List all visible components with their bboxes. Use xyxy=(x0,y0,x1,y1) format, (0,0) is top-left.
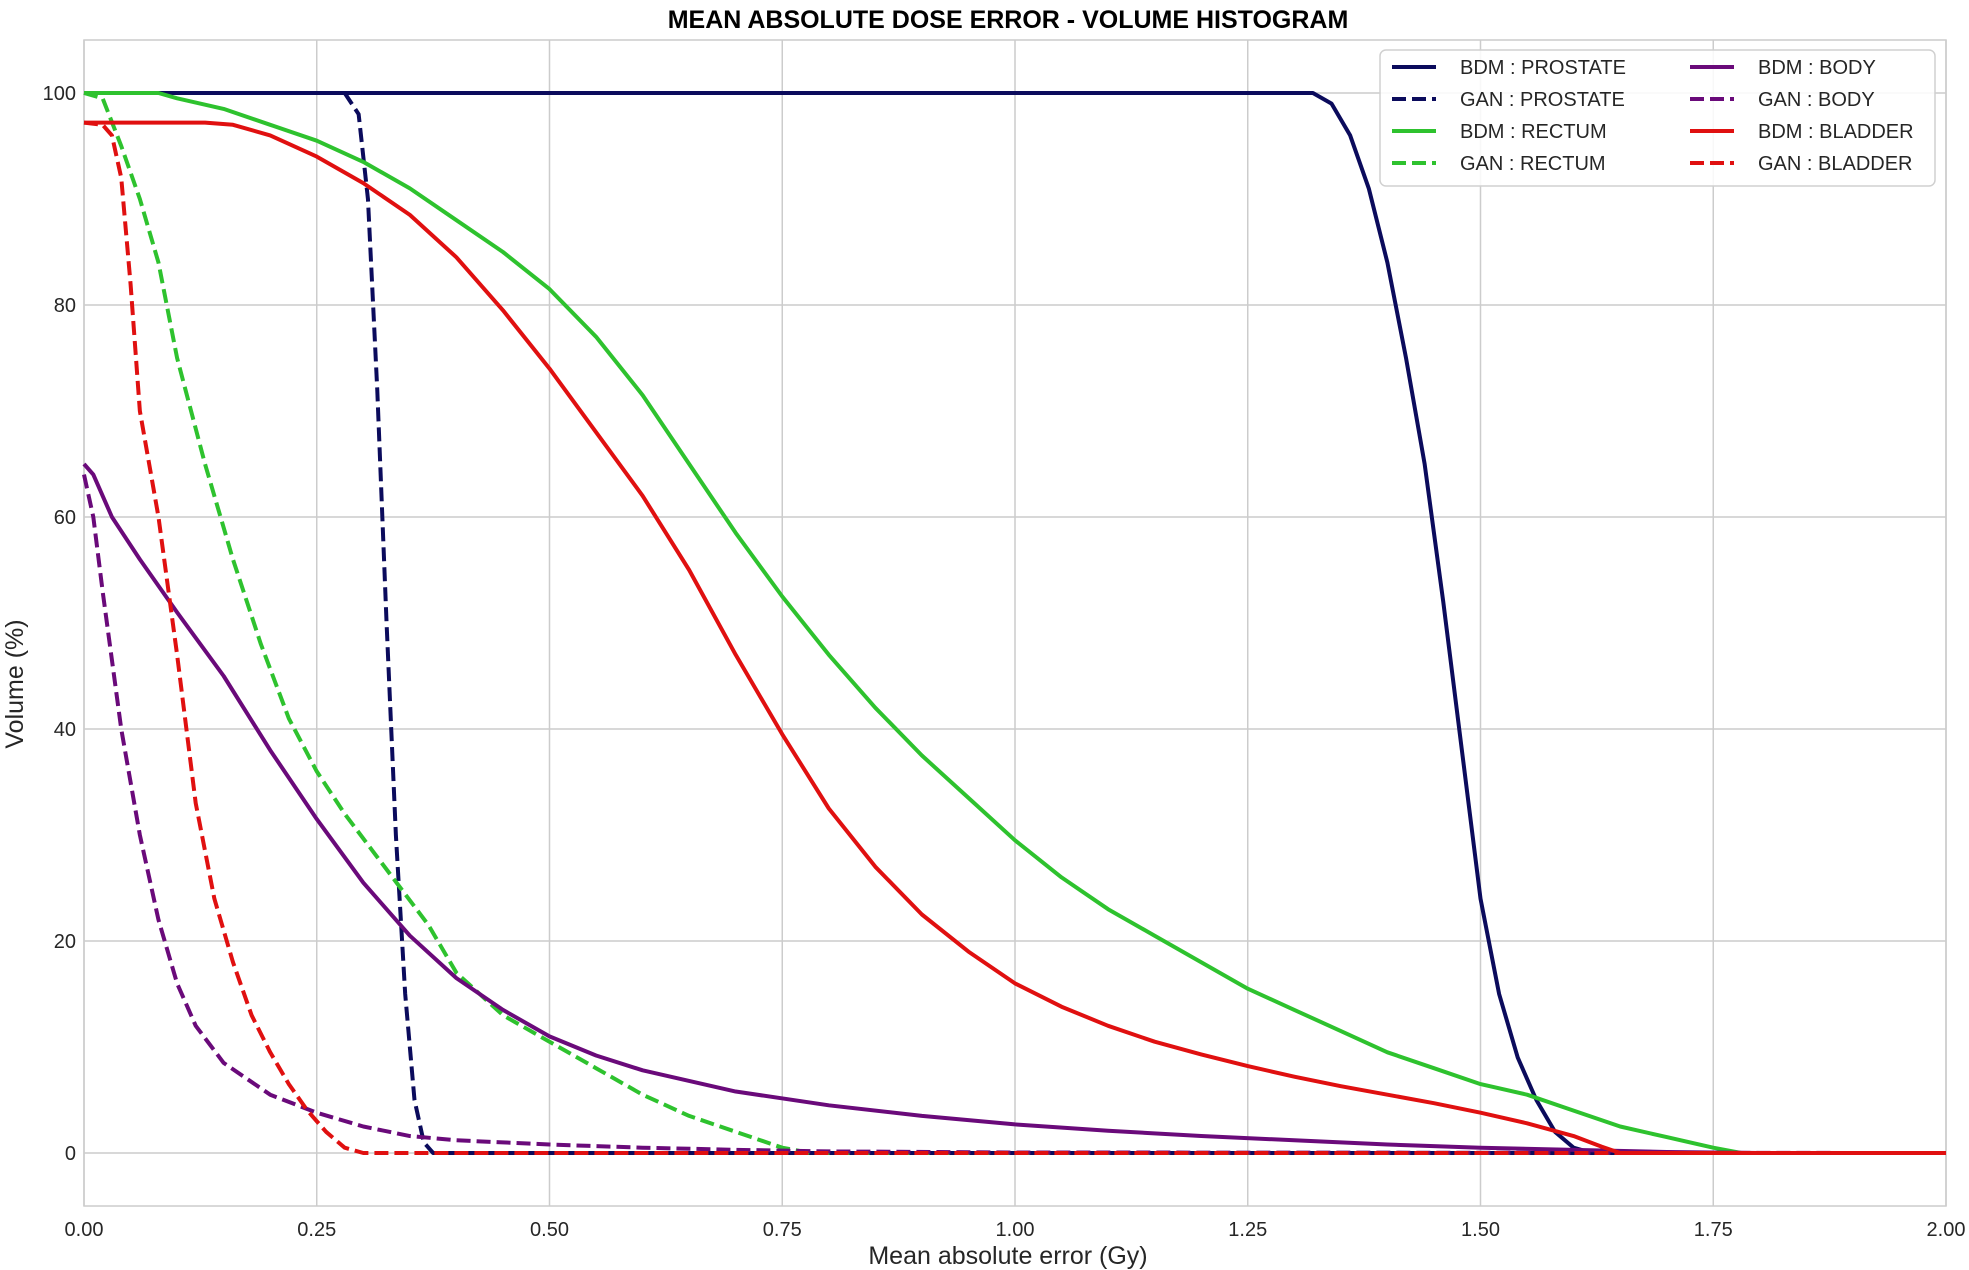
y-axis-label: Volume (%) xyxy=(1,619,29,748)
x-tick-label: 1.00 xyxy=(996,1219,1035,1241)
grid xyxy=(83,40,1947,1206)
plot-frame xyxy=(83,39,1947,1207)
y-tick-label: 20 xyxy=(54,931,76,953)
x-axis-label: Mean absolute error (Gy) xyxy=(868,1242,1147,1270)
series-lines xyxy=(82,91,1947,1155)
legend-label-gan-rectum: GAN : RECTUM xyxy=(1460,153,1606,175)
y-tick-label: 0 xyxy=(65,1143,76,1165)
series-line-bdm-bladder xyxy=(84,120,1946,1155)
legend-label-bdm-prostate: BDM : PROSTATE xyxy=(1460,57,1626,79)
series-line-bdm-prostate xyxy=(84,91,1946,1155)
x-tick-label: 1.75 xyxy=(1694,1219,1733,1241)
series-line-gan-rectum xyxy=(83,91,1946,1155)
legend-label-gan-bladder: GAN : BLADDER xyxy=(1758,153,1912,175)
legend: BDM : PROSTATE GAN : PROSTATE BDM : RECTUM… xyxy=(1379,49,1936,187)
legend-label-gan-body: GAN : BODY xyxy=(1758,89,1875,111)
legend-label-bdm-bladder: BDM : BLADDER xyxy=(1758,121,1914,143)
series-line-bdm-rectum xyxy=(84,91,1946,1155)
x-tick-label: 0.00 xyxy=(65,1219,104,1241)
series-line-gan-bladder xyxy=(83,120,1946,1155)
y-tick-label: 80 xyxy=(54,295,76,317)
y-axis-ticks: 0 20 40 60 80 100 xyxy=(43,83,76,1165)
x-tick-label: 1.25 xyxy=(1228,1219,1267,1241)
x-tick-label: 2.00 xyxy=(1927,1219,1966,1241)
series-line-gan-body xyxy=(82,474,1947,1155)
y-tick-label: 40 xyxy=(54,719,76,741)
y-tick-label: 60 xyxy=(54,507,76,529)
y-tick-label: 100 xyxy=(43,83,76,105)
legend-label-gan-prostate: GAN : PROSTATE xyxy=(1460,89,1625,111)
x-axis-ticks: 0.00 0.25 0.50 0.75 1.00 1.25 1.50 1.75 2.00 xyxy=(65,1219,1966,1241)
x-tick-label: 0.75 xyxy=(763,1219,802,1241)
x-tick-label: 0.25 xyxy=(297,1219,336,1241)
x-tick-label: 0.50 xyxy=(530,1219,569,1241)
chart-title: MEAN ABSOLUTE DOSE ERROR - VOLUME HISTOG… xyxy=(668,6,1349,34)
legend-label-bdm-rectum: BDM : RECTUM xyxy=(1460,121,1607,143)
legend-label-bdm-body: BDM : BODY xyxy=(1758,57,1876,79)
series-line-bdm-body xyxy=(82,462,1946,1155)
legend-box xyxy=(1379,49,1936,187)
x-tick-label: 1.50 xyxy=(1461,1219,1500,1241)
series-line-gan-prostate xyxy=(84,91,1946,1155)
